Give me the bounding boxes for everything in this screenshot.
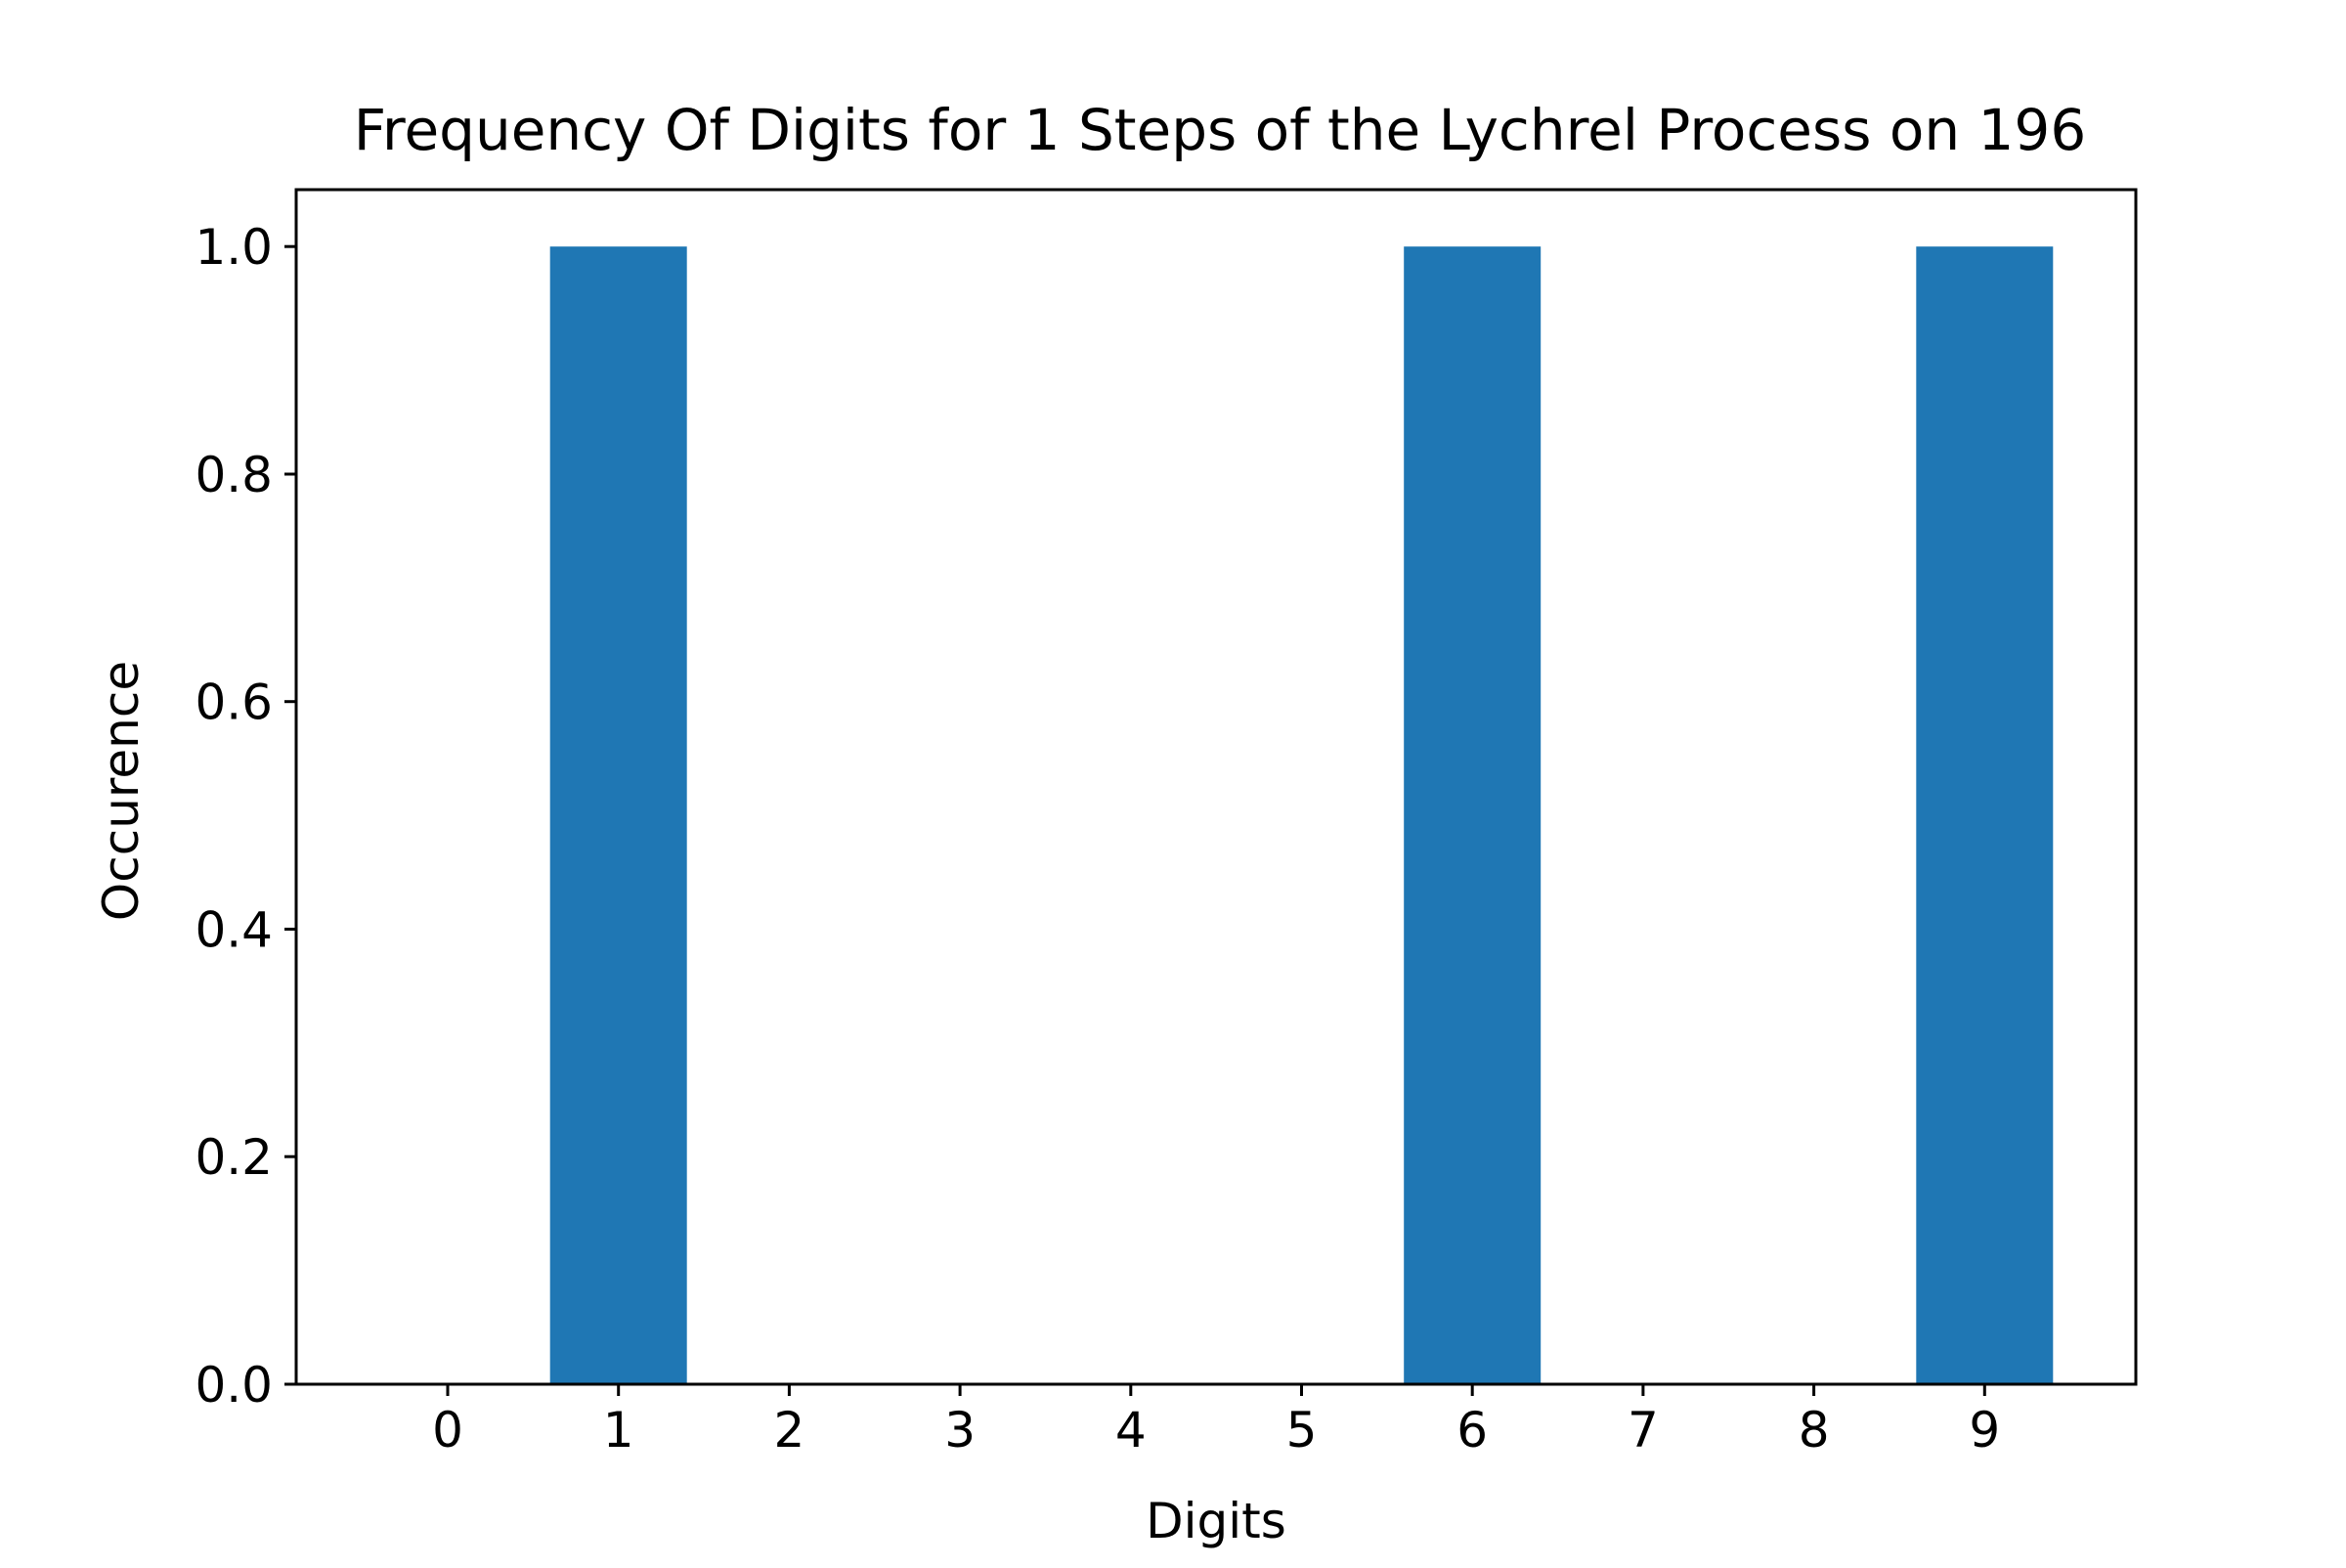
y-axis-ticks: 0.0 0.2 0.4 0.6 0.8 1.0 [195,219,296,1414]
x-tick-label: 2 [773,1402,804,1459]
y-tick-label: 0.6 [195,675,273,731]
x-axis-ticks: 0 1 2 3 4 5 6 7 8 9 [432,1384,2000,1459]
x-tick-label: 5 [1286,1402,1318,1459]
bar-digit-1 [549,246,687,1385]
x-tick-label: 4 [1115,1402,1147,1459]
x-tick-label: 6 [1456,1402,1488,1459]
y-tick-label: 0.0 [195,1357,273,1414]
y-axis-label: Occurence [93,661,150,921]
x-tick-label: 1 [603,1402,634,1459]
x-tick-label: 3 [944,1402,976,1459]
bar-digit-6 [1404,246,1542,1385]
x-tick-label: 7 [1628,1402,1659,1459]
plot-area-frame [294,188,2138,1386]
chart-title: Frequency Of Digits for 1 Steps of the L… [354,97,2086,163]
y-tick-label: 0.2 [195,1129,273,1186]
y-tick-label: 0.8 [195,447,273,503]
x-tick-label: 9 [1969,1402,2000,1459]
y-tick-label: 0.4 [195,902,273,959]
x-axis-label: Digits [1146,1493,1286,1549]
x-tick-label: 0 [432,1402,463,1459]
bars-layer [549,246,2054,1385]
x-tick-label: 8 [1799,1402,1830,1459]
y-tick-label: 1.0 [195,219,273,276]
bar-digit-9 [1916,246,2054,1385]
